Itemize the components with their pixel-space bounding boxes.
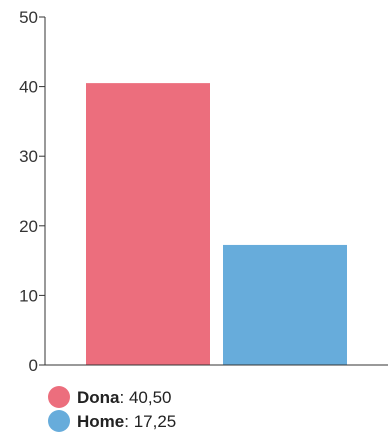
y-axis: 0 10 20 30 40 50 [19, 8, 46, 375]
legend-series-name: Home [77, 412, 124, 431]
legend-item-dona: Dona: 40,50 [48, 386, 172, 408]
legend-value: 17,25 [134, 412, 177, 431]
legend-swatch [48, 386, 70, 408]
legend-series-name: Dona [77, 388, 120, 407]
y-tick-label: 30 [19, 147, 38, 166]
y-tick-label: 10 [19, 286, 38, 305]
legend-separator: : [120, 388, 129, 407]
bar-dona [86, 83, 210, 366]
legend: Dona: 40,50 Home: 17,25 [48, 386, 176, 432]
bar-home [223, 244, 347, 365]
legend-swatch [48, 410, 70, 432]
y-tick-label: 50 [19, 8, 38, 27]
legend-value: 40,50 [129, 388, 172, 407]
y-tick-label: 40 [19, 78, 38, 97]
y-tick-label: 0 [29, 356, 38, 375]
legend-item-home: Home: 17,25 [48, 410, 176, 432]
legend-separator: : [124, 412, 133, 431]
y-tick-label: 20 [19, 217, 38, 236]
bars [86, 83, 347, 366]
legend-label: Dona: 40,50 [77, 388, 172, 407]
legend-label: Home: 17,25 [77, 412, 176, 431]
